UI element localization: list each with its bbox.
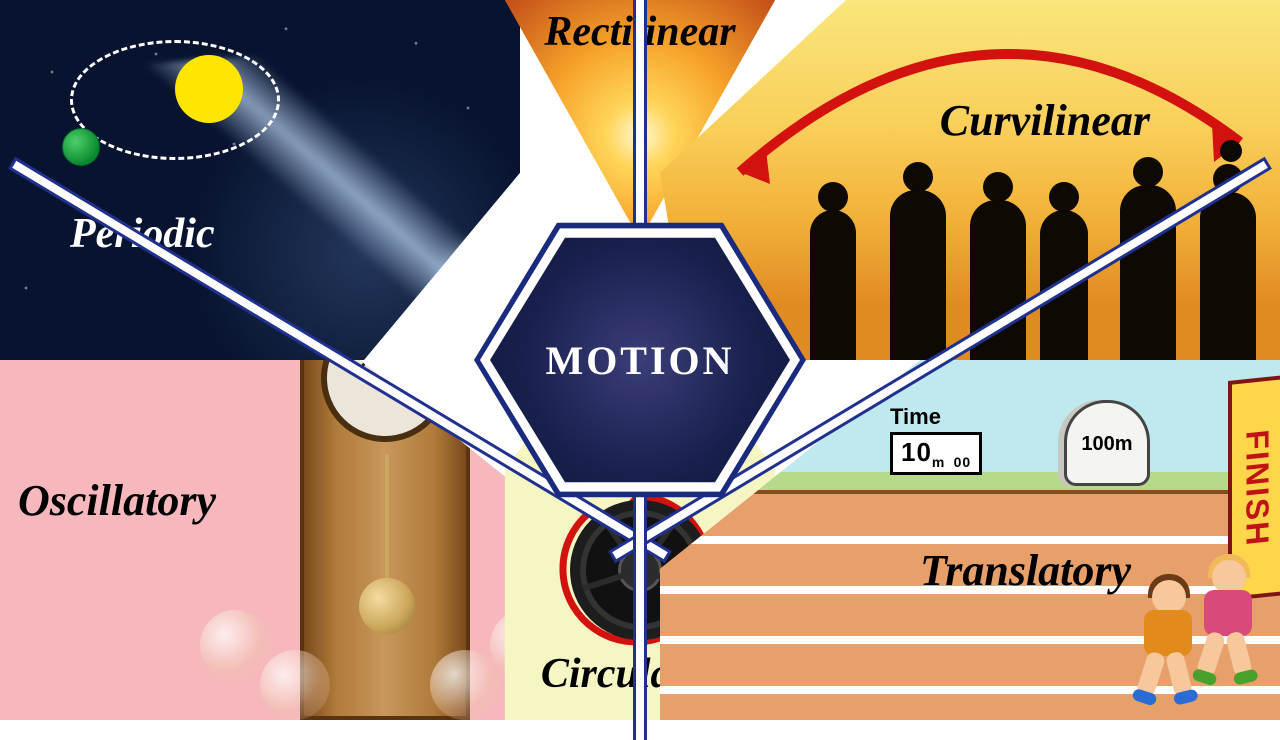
bob-ghost (430, 650, 500, 720)
earth-icon (62, 128, 100, 166)
time-main: 10 (901, 437, 932, 467)
label-curvilinear: Curvilinear (940, 95, 1150, 146)
time-value: 10m 00 (890, 432, 982, 475)
milestone-marker: 100m (1064, 400, 1150, 486)
sun-icon (175, 55, 243, 123)
motion-infographic: Periodic Rectilinear Curvilinear (0, 0, 1280, 720)
runner-2 (1186, 560, 1270, 680)
pendulum-bob (359, 578, 415, 634)
clock-face-icon (321, 360, 449, 442)
pendulum-rod (385, 454, 389, 604)
bob-ghost (200, 610, 270, 680)
label-translatory: Translatory (920, 545, 1131, 596)
time-sec: 00 (954, 454, 972, 470)
ball-icon (1220, 140, 1242, 162)
time-title: Time (890, 404, 1020, 430)
comet-head (454, 264, 480, 290)
label-oscillatory: Oscillatory (18, 475, 216, 526)
bob-ghost (260, 650, 330, 720)
label-periodic: Periodic (70, 210, 215, 258)
orbit-ellipse (70, 40, 280, 160)
time-unit: m (932, 454, 945, 470)
center-hex: MOTION (490, 230, 790, 490)
time-box: Time 10m 00 (890, 404, 1020, 475)
panel-periodic: Periodic (0, 0, 520, 360)
